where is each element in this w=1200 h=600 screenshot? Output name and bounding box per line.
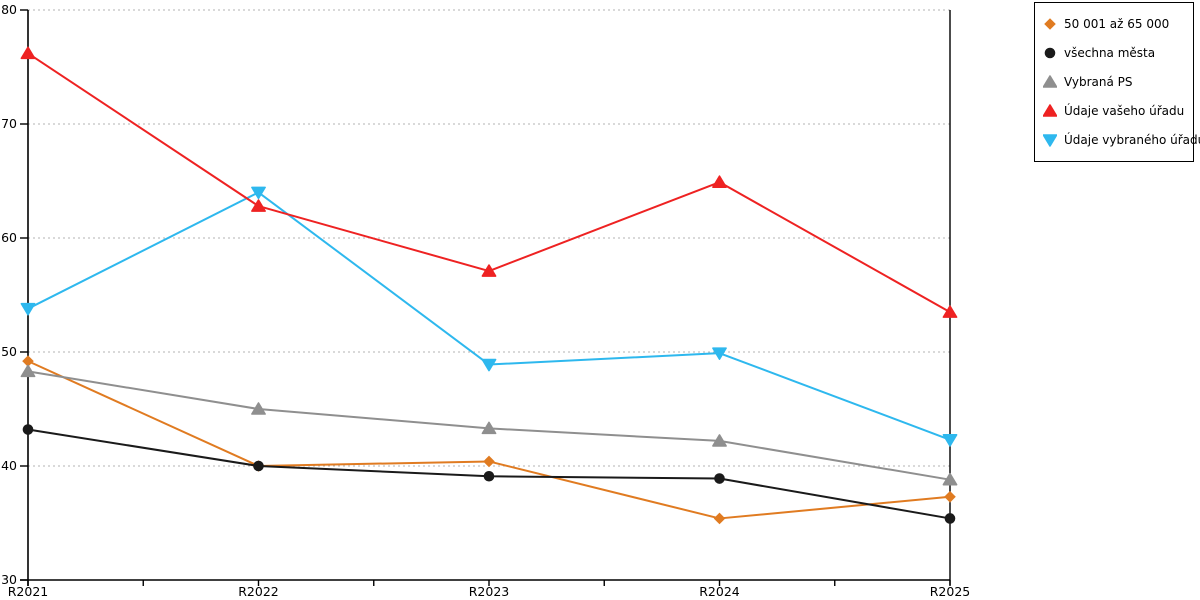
data-point-marker bbox=[481, 358, 497, 372]
data-point-marker bbox=[20, 302, 36, 316]
legend-item: všechna města bbox=[1043, 38, 1186, 67]
legend-item-label: všechna města bbox=[1064, 45, 1156, 60]
data-point-marker bbox=[1043, 103, 1057, 117]
legend-item-label: Údaje vašeho úřadu bbox=[1064, 103, 1185, 118]
data-point-marker bbox=[1043, 74, 1057, 88]
series-3 bbox=[20, 364, 958, 486]
legend: 50 001 až 65 000 všechna města Vybraná PS Ú… bbox=[1034, 2, 1200, 162]
data-point-marker bbox=[251, 199, 266, 212]
y-tick-label: 30 bbox=[1, 572, 17, 587]
data-point-marker bbox=[944, 513, 956, 524]
data-point-marker bbox=[20, 364, 36, 378]
triangle-up-legend-icon bbox=[1043, 103, 1057, 117]
data-point-marker bbox=[251, 186, 266, 200]
series-4 bbox=[20, 46, 958, 318]
legend-item: Údaje vašeho úřadu bbox=[1043, 96, 1186, 125]
circle-legend-icon bbox=[1044, 47, 1056, 58]
y-tick-label: 40 bbox=[1, 458, 17, 473]
data-point-marker bbox=[942, 305, 958, 318]
data-point-marker bbox=[253, 460, 264, 472]
legend-item-label: Údaje vybraného úřadu bbox=[1064, 132, 1200, 147]
data-point-marker bbox=[481, 421, 497, 435]
diamond-legend-icon bbox=[1044, 17, 1056, 30]
data-point-marker bbox=[942, 472, 958, 486]
y-tick-label: 50 bbox=[1, 344, 17, 359]
y-tick-label: 70 bbox=[1, 116, 17, 131]
data-point-marker bbox=[1044, 17, 1056, 30]
y-tick-label: 60 bbox=[1, 230, 17, 245]
x-tick-label: R2021 bbox=[8, 584, 49, 599]
data-point-marker bbox=[483, 470, 495, 482]
data-point-marker bbox=[1044, 47, 1056, 58]
x-tick-label: R2025 bbox=[930, 584, 971, 599]
data-point-marker bbox=[20, 46, 36, 60]
legend-item-label: Vybraná PS bbox=[1064, 74, 1133, 89]
series-line bbox=[27, 191, 951, 441]
data-point-marker bbox=[944, 490, 956, 503]
data-point-marker bbox=[251, 402, 266, 415]
data-point-marker bbox=[714, 473, 725, 484]
triangle-down-legend-icon bbox=[1043, 133, 1057, 147]
ticks bbox=[20, 9, 951, 586]
data-point-marker bbox=[1043, 133, 1057, 147]
data-point-marker bbox=[22, 424, 34, 435]
x-tick-label: R2022 bbox=[238, 584, 279, 599]
series-2 bbox=[22, 424, 956, 524]
data-point-marker bbox=[483, 455, 495, 468]
data-point-marker bbox=[712, 434, 727, 447]
data-point-marker bbox=[712, 175, 727, 188]
y-tick-label: 80 bbox=[1, 2, 17, 17]
axes bbox=[20, 10, 951, 586]
triangle-up-legend-icon bbox=[1043, 74, 1057, 88]
data-point-marker bbox=[22, 355, 34, 367]
series-1 bbox=[22, 355, 956, 525]
legend-item-label: 50 001 až 65 000 bbox=[1064, 16, 1170, 31]
legend-item: Vybraná PS bbox=[1043, 67, 1186, 96]
data-point-marker bbox=[942, 433, 958, 447]
data-point-marker bbox=[713, 512, 726, 525]
data-point-marker bbox=[712, 347, 727, 360]
legend-item: Údaje vybraného úřadu bbox=[1043, 125, 1200, 154]
series-5 bbox=[20, 186, 958, 447]
tick-labels: 30 40 50 60 70 80 R2021 R2022 R2023 R2024 R2025 bbox=[1, 2, 970, 599]
x-tick-label: R2024 bbox=[699, 584, 740, 599]
legend-item: 50 001 až 65 000 bbox=[1043, 9, 1186, 38]
x-tick-label: R2023 bbox=[469, 584, 510, 599]
data-point-marker bbox=[481, 264, 497, 277]
